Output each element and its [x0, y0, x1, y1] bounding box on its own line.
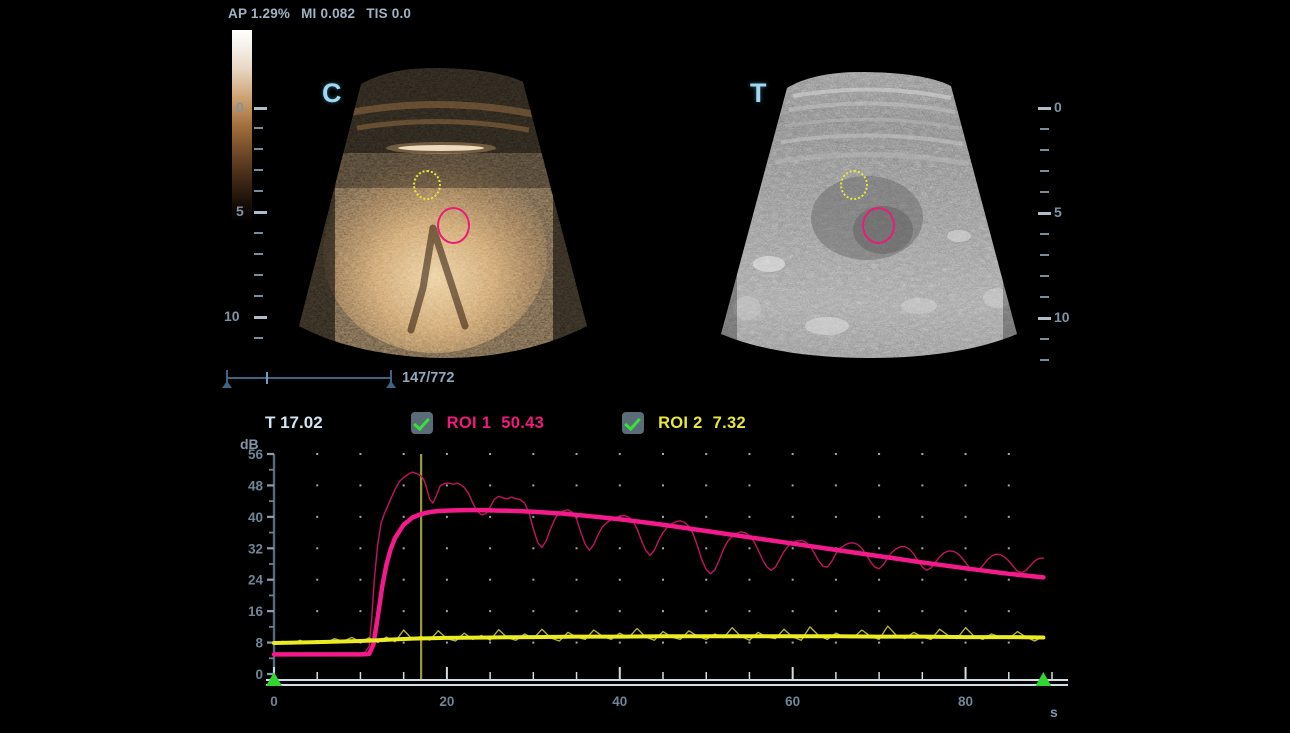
roi-1-legend-text: ROI 1 50.43	[447, 414, 544, 433]
roi-2-value: 7.32	[712, 413, 746, 432]
depth-tick-minor	[1040, 296, 1049, 298]
x-axis-unit-label: s	[1050, 704, 1058, 720]
depth-label-5: 5	[1054, 204, 1062, 220]
depth-tick-minor	[254, 337, 263, 339]
svg-text:0: 0	[270, 694, 278, 709]
depth-tick-minor	[1040, 191, 1049, 193]
svg-text:0: 0	[255, 667, 263, 682]
svg-text:48: 48	[248, 478, 264, 493]
depth-tick-minor	[254, 148, 263, 150]
depth-tick-minor	[254, 295, 263, 297]
svg-text:40: 40	[248, 510, 263, 525]
scrubber-track[interactable]	[222, 369, 396, 388]
mechanical-index-value: MI 0.082	[301, 6, 356, 21]
depth-tick-minor	[1040, 338, 1049, 340]
depth-tick-major	[254, 211, 267, 214]
legend-item-roi2[interactable]: ROI 2 7.32	[622, 412, 746, 434]
depth-label-10: 10	[224, 308, 240, 324]
roi-1-name: ROI 1	[446, 413, 492, 432]
roi-1-value: 50.43	[501, 413, 545, 432]
legend-item-roi1[interactable]: ROI 1 50.43	[410, 412, 544, 434]
svg-text:60: 60	[785, 694, 800, 709]
roi-2-name: ROI 2	[658, 413, 703, 432]
depth-tick-minor	[254, 127, 263, 129]
scrubber-line	[226, 377, 392, 379]
depth-tick-minor	[1040, 128, 1049, 130]
roi-1-marker-contrast[interactable]	[437, 207, 470, 244]
mode-label-contrast: C	[322, 78, 342, 108]
scrubber-handle[interactable]	[266, 372, 268, 384]
svg-text:8: 8	[255, 636, 263, 651]
acoustic-status-header: AP 1.29% MI 0.082 TIS 0.0	[228, 6, 418, 21]
depth-scale-right: 0 5 10	[1030, 60, 1076, 370]
depth-tick-minor	[1040, 275, 1049, 277]
y-axis-unit-label: dB	[240, 436, 259, 452]
roi-1-checkbox[interactable]	[410, 412, 433, 434]
depth-tick-minor	[1040, 254, 1049, 256]
depth-tick-minor	[1040, 149, 1049, 151]
depth-tick-major	[1038, 317, 1051, 320]
depth-tick-minor	[254, 190, 263, 192]
svg-text:80: 80	[958, 694, 973, 709]
ultrasound-image-tissue[interactable]	[707, 58, 1032, 358]
contrast-sector-render	[299, 68, 587, 358]
svg-text:20: 20	[439, 694, 454, 709]
depth-label-0: 0	[1054, 99, 1062, 115]
ultrasound-image-contrast[interactable]	[283, 58, 603, 358]
svg-text:40: 40	[612, 694, 627, 709]
depth-tick-minor	[1040, 233, 1049, 235]
roi-2-marker-contrast[interactable]	[413, 170, 441, 200]
depth-label-0: 0	[236, 99, 244, 115]
svg-text:24: 24	[248, 573, 264, 588]
mode-label-tissue: T	[750, 78, 767, 108]
scrubber-end-cap	[390, 370, 392, 386]
frame-counter-label: 147/772	[402, 370, 455, 386]
roi-1-marker-tissue[interactable]	[862, 207, 895, 244]
depth-tick-major	[254, 316, 267, 319]
chart-legend: T 17.02 ROI 1 50.43 ROI 2 7.32	[265, 410, 824, 436]
depth-tick-minor	[254, 232, 263, 234]
thermal-index-value: TIS 0.0	[366, 6, 412, 21]
depth-tick-major	[1038, 107, 1051, 110]
depth-scale-left: 0 5 10	[224, 30, 274, 340]
depth-tick-major	[1038, 212, 1051, 215]
depth-label-5: 5	[236, 203, 244, 219]
tic-plot-svg: 0 8 16 24 32 40 48 56 0 20 40 60 80	[248, 447, 1068, 709]
time-intensity-chart[interactable]: dB s 0 8 16 24 32 40 48 56 0 20 40 60 80	[232, 436, 1072, 726]
roi-2-marker-tissue[interactable]	[840, 170, 868, 200]
contrast-colormap-bar	[232, 30, 252, 220]
svg-text:32: 32	[248, 541, 263, 556]
svg-text:16: 16	[248, 604, 264, 619]
svg-text:56: 56	[248, 447, 264, 462]
depth-tick-major	[254, 107, 267, 110]
imaging-area: 0 5 10 0 5 10 C T	[0, 22, 1290, 362]
depth-label-10: 10	[1054, 309, 1070, 325]
depth-tick-minor	[254, 169, 263, 171]
roi-2-legend-text: ROI 2 7.32	[658, 414, 746, 433]
scrubber-start-cap	[226, 370, 228, 386]
depth-tick-minor	[254, 253, 263, 255]
cursor-time-label: T 17.02	[265, 413, 323, 432]
scrubber-range-start-arrow[interactable]	[222, 381, 232, 388]
depth-tick-minor	[1040, 170, 1049, 172]
roi-2-checkbox[interactable]	[622, 412, 645, 434]
acoustic-power-value: AP 1.29%	[228, 6, 291, 21]
scrubber-range-end-arrow[interactable]	[386, 381, 396, 388]
depth-tick-minor	[254, 274, 263, 276]
depth-tick-minor	[1040, 359, 1049, 361]
frame-scrubber[interactable]: 147/772	[222, 366, 454, 390]
